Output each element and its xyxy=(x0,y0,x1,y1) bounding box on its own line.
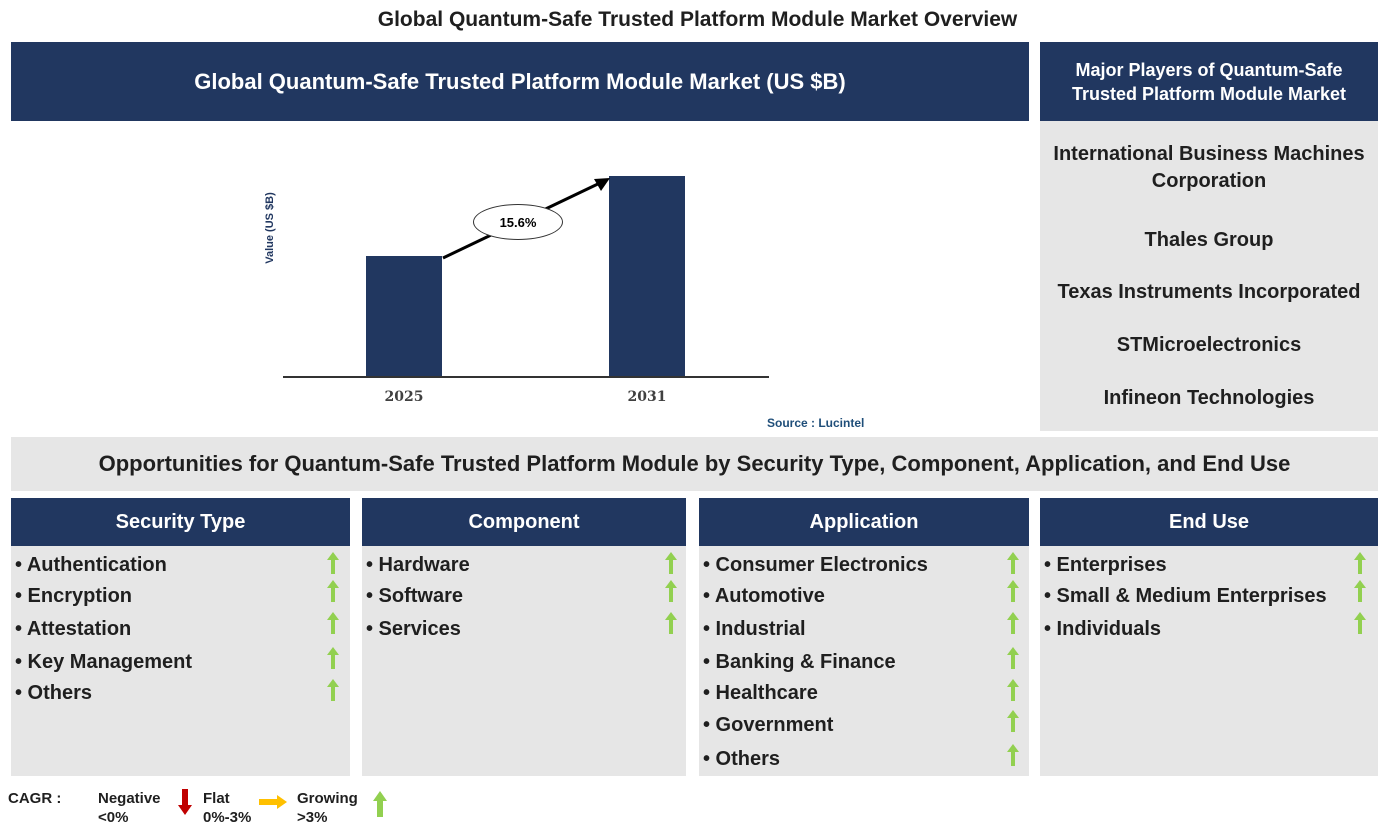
legend-growing-label: Growing xyxy=(297,790,358,807)
up-arrow-icon xyxy=(327,552,339,574)
up-arrow-icon xyxy=(327,612,339,634)
chart-header: Global Quantum-Safe Trusted Platform Mod… xyxy=(11,42,1029,121)
player-item: STMicroelectronics xyxy=(1116,334,1302,356)
up-arrow-icon xyxy=(327,679,339,701)
up-arrow-icon xyxy=(1007,710,1019,732)
legend-flat-label: Flat xyxy=(203,790,230,807)
cagr-annotation: 15.6% xyxy=(473,204,563,240)
y-axis-label: Value (US $B) xyxy=(264,192,276,264)
up-arrow-icon xyxy=(1007,647,1019,669)
list-item: • Attestation xyxy=(15,618,132,640)
right-arrow-icon xyxy=(259,795,287,809)
legend-growing-range: >3% xyxy=(297,809,328,826)
x-tick-2025: 2025 xyxy=(384,389,424,405)
list-item: • Industrial xyxy=(703,618,806,640)
list-item: • Government xyxy=(703,714,834,736)
x-tick-2031: 2031 xyxy=(627,389,667,405)
up-arrow-icon xyxy=(1007,744,1019,766)
bar-2031 xyxy=(609,176,685,376)
list-item: • Automotive xyxy=(703,585,825,607)
source-note: Source : Lucintel xyxy=(767,416,865,430)
x-axis xyxy=(283,376,769,378)
list-item: • Consumer Electronics xyxy=(703,554,928,576)
segment-header-security-type: Security Type xyxy=(11,498,350,546)
list-item: • Enterprises xyxy=(1044,554,1167,576)
legend-flat-range: 0%-3% xyxy=(203,809,252,826)
legend-negative-label: Negative xyxy=(98,790,161,807)
legend-negative: Negative <0% xyxy=(98,789,161,827)
page-title: Global Quantum-Safe Trusted Platform Mod… xyxy=(377,8,1018,31)
opportunities-banner: Opportunities for Quantum-Safe Trusted P… xyxy=(11,437,1378,491)
up-arrow-icon xyxy=(1354,552,1366,574)
list-item: • Software xyxy=(366,585,464,607)
list-item: • Banking & Finance xyxy=(703,651,896,673)
player-item: International Business Machines Corporat… xyxy=(1053,143,1365,192)
list-item: • Small & Medium Enterprises xyxy=(1044,585,1327,607)
segment-application: • Consumer Electronics • Automotive • In… xyxy=(699,546,1029,776)
chart-area xyxy=(11,121,1029,431)
list-item: • Hardware xyxy=(366,554,470,576)
up-arrow-icon xyxy=(1007,580,1019,602)
segment-end-use: • Enterprises • Small & Medium Enterpris… xyxy=(1040,546,1378,776)
up-arrow-icon xyxy=(1354,580,1366,602)
up-arrow-icon xyxy=(327,647,339,669)
up-arrow-icon xyxy=(1007,679,1019,701)
list-item: • Individuals xyxy=(1044,618,1162,640)
up-arrow-icon xyxy=(665,612,677,634)
up-arrow-icon xyxy=(327,580,339,602)
segment-security-type: • Authentication • Encryption • Attestat… xyxy=(11,546,350,776)
list-item: • Services xyxy=(366,618,461,640)
segment-header-component: Component xyxy=(362,498,686,546)
players-list: International Business Machines Corporat… xyxy=(1040,121,1378,431)
legend-title: CAGR : xyxy=(8,790,62,807)
up-arrow-icon xyxy=(1007,612,1019,634)
legend-flat: Flat 0%-3% xyxy=(203,789,251,827)
up-arrow-icon xyxy=(665,580,677,602)
list-item: • Authentication xyxy=(15,554,167,576)
player-item: Infineon Technologies xyxy=(1103,387,1315,409)
up-arrow-icon xyxy=(373,791,387,817)
list-item: • Others xyxy=(703,748,781,770)
list-item: • Encryption xyxy=(15,585,133,607)
list-item: • Healthcare xyxy=(703,682,818,704)
list-item: • Others xyxy=(15,682,93,704)
list-item: • Key Management xyxy=(15,651,193,673)
segment-component: • Hardware • Software • Services xyxy=(362,546,686,776)
bar-2025 xyxy=(366,256,442,376)
segment-header-end-use: End Use xyxy=(1040,498,1378,546)
up-arrow-icon xyxy=(1354,612,1366,634)
down-arrow-icon xyxy=(178,789,192,815)
segment-header-application: Application xyxy=(699,498,1029,546)
legend-growing: Growing >3% xyxy=(297,789,358,827)
legend-negative-range: <0% xyxy=(98,809,129,826)
players-header: Major Players of Quantum-Safe Trusted Pl… xyxy=(1040,42,1378,121)
player-item: Texas Instruments Incorporated xyxy=(1057,281,1361,303)
up-arrow-icon xyxy=(665,552,677,574)
up-arrow-icon xyxy=(1007,552,1019,574)
player-item: Thales Group xyxy=(1144,229,1274,251)
